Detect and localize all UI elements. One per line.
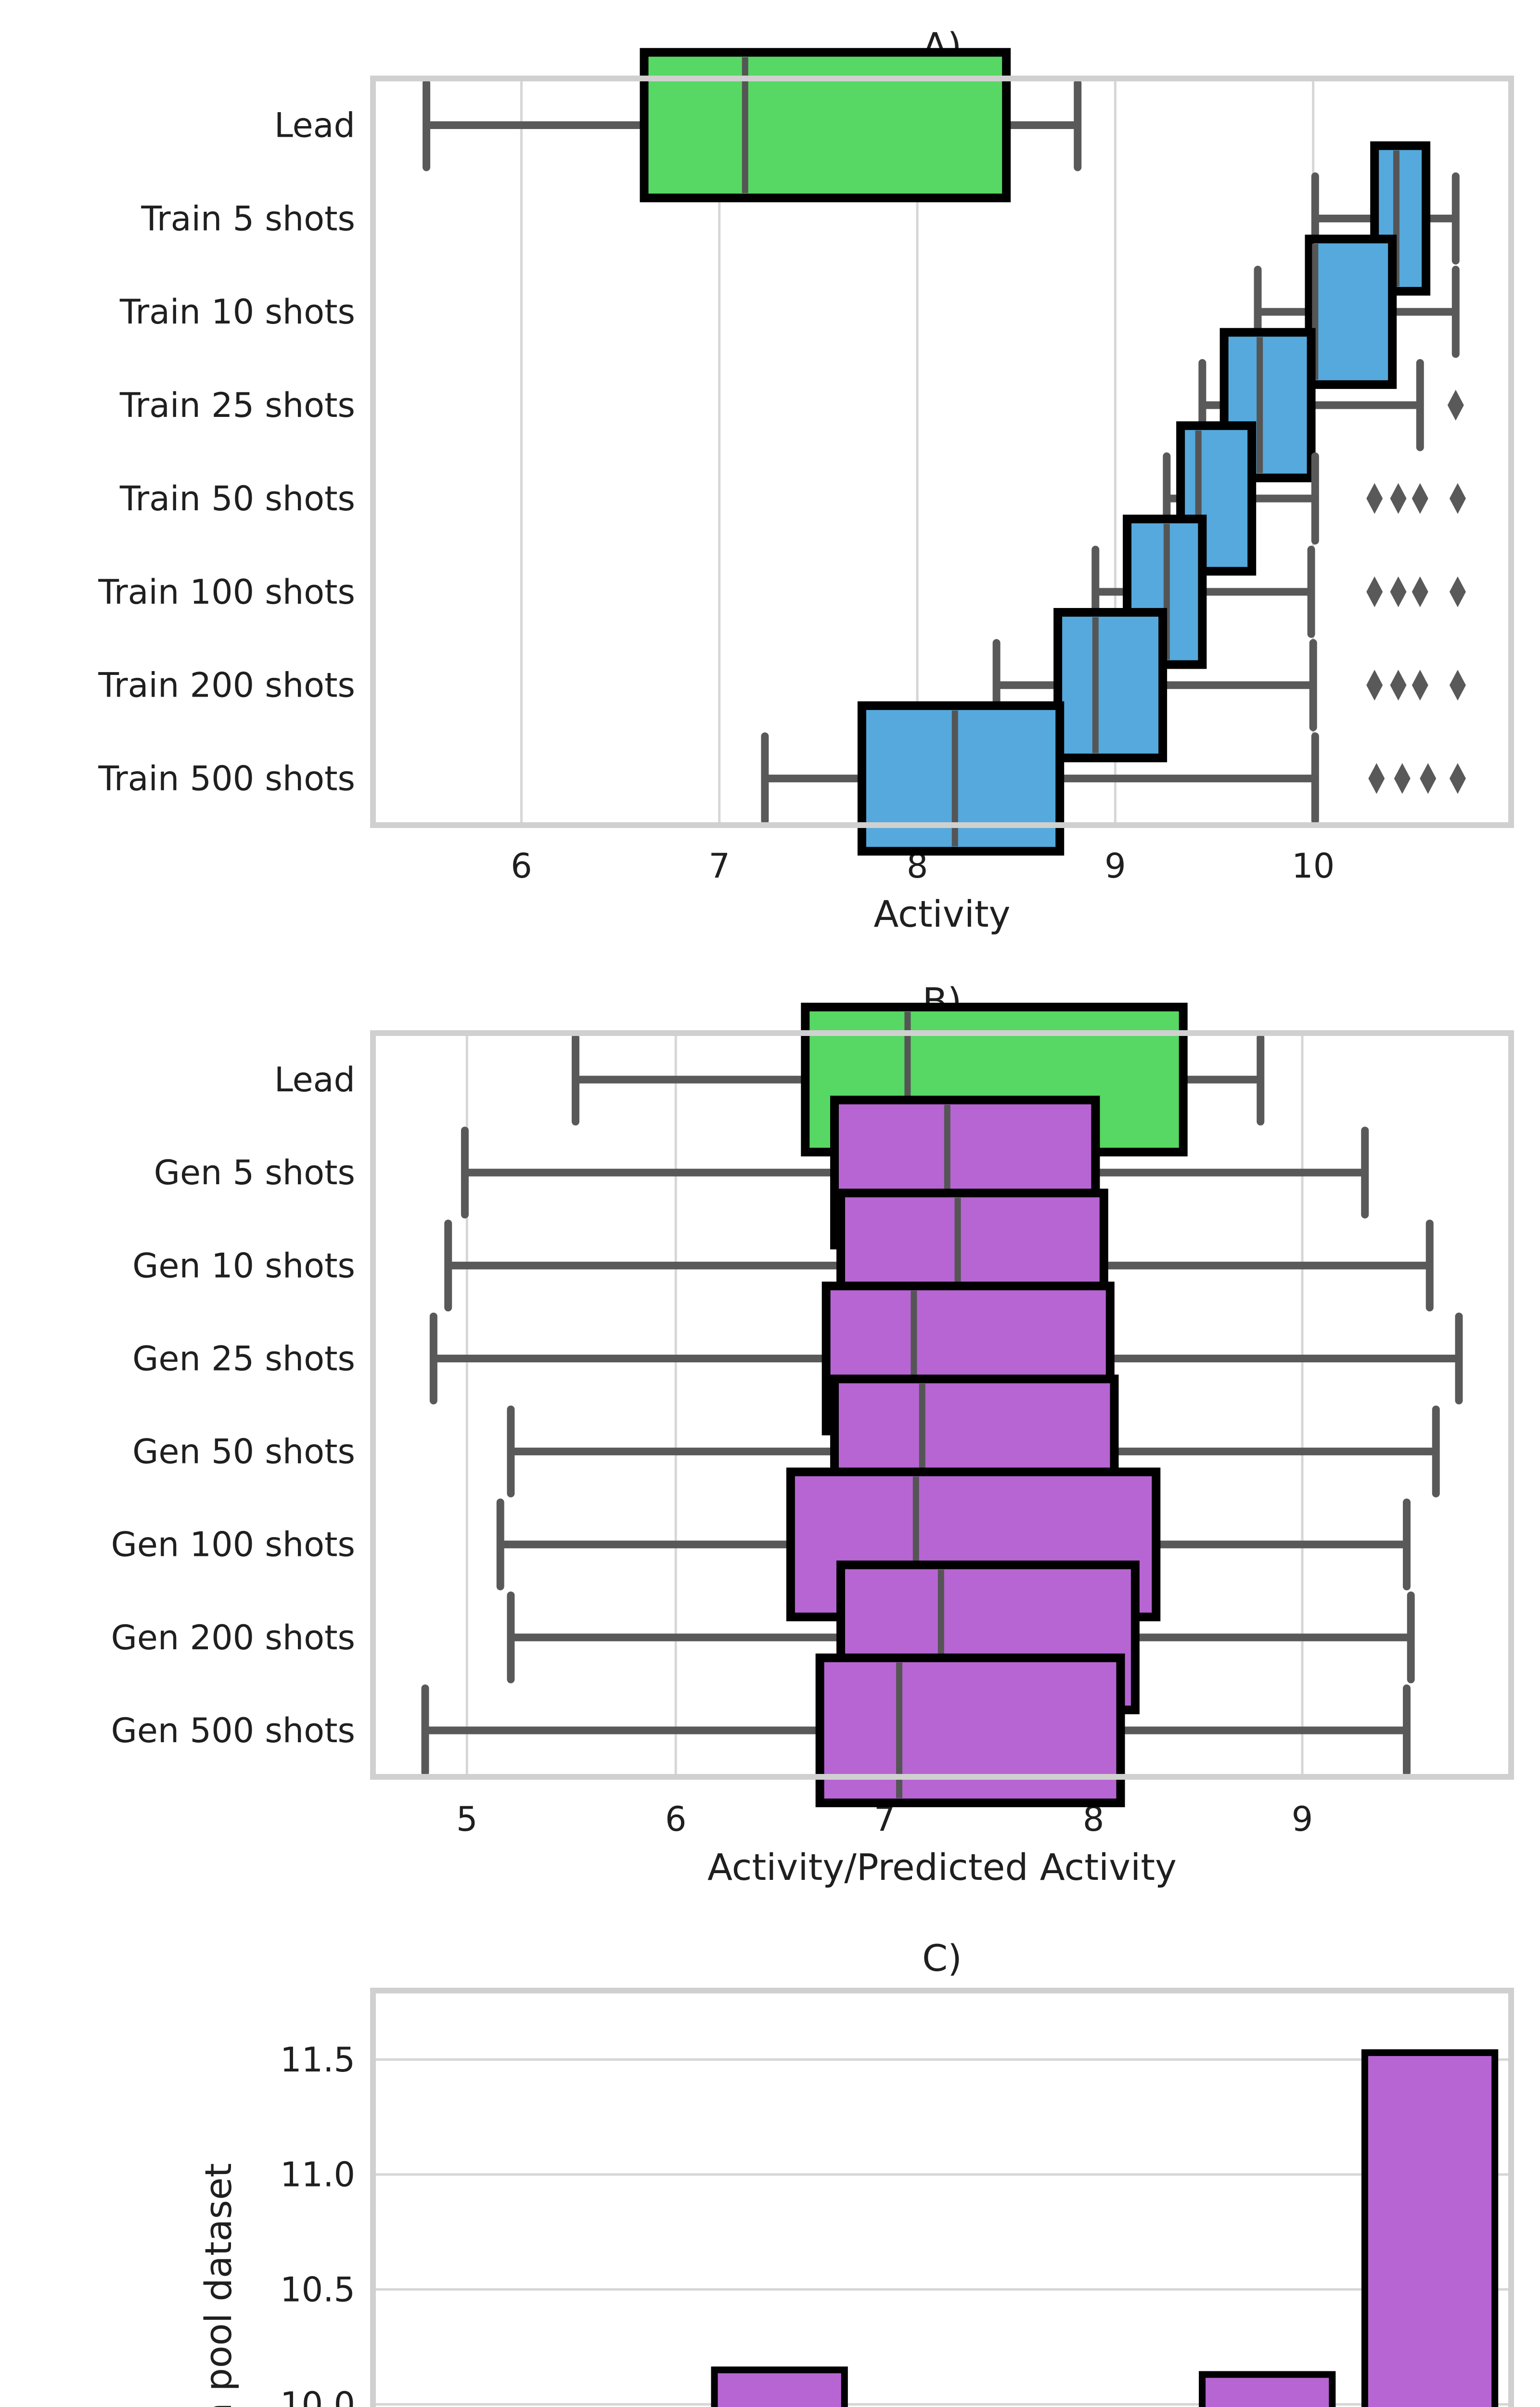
y-category-label: Gen 200 shots [111, 1618, 355, 1657]
x-tick-label: 10 [1292, 846, 1335, 886]
y-category-label: Train 10 shots [119, 292, 355, 332]
box-train-10-shots [1305, 234, 1397, 389]
boxplot-row-gen-50-shots: Gen 50 shots [132, 1374, 1440, 1528]
boxplot-row-train-200-shots: Train 200 shots [98, 608, 1466, 763]
y-category-label: Train 50 shots [119, 479, 355, 518]
y-category-label: Train 25 shots [119, 386, 355, 425]
y-tick-label: 10.0 [280, 2385, 355, 2407]
y-axis-label: FCD from pool dataset [197, 2163, 240, 2407]
outlier-diamond-icon [1447, 389, 1464, 421]
box-gen-500-shots [815, 1653, 1125, 1808]
boxplot-row-train-100-shots: Train 100 shots [98, 515, 1466, 669]
outlier-diamond-icon [1412, 483, 1428, 514]
x-tick-label: 6 [665, 1799, 687, 1839]
x-tick-label: 5 [456, 1799, 478, 1839]
boxplot-row-train-10-shots: Train 10 shots [119, 234, 1460, 389]
box-train-50-shots [1176, 421, 1257, 576]
y-tick-label: 10.5 [280, 2270, 355, 2309]
outlier-diamond-icon [1366, 576, 1383, 608]
x-tick-label: 6 [511, 846, 532, 886]
boxplot-row-gen-200-shots: Gen 200 shots [111, 1560, 1415, 1714]
outlier-diamond-icon [1390, 576, 1407, 608]
y-category-label: Gen 25 shots [132, 1339, 355, 1378]
y-category-label: Gen 5 shots [154, 1153, 355, 1192]
plot-border [370, 1030, 1514, 1780]
outlier-diamond-icon [1366, 670, 1383, 701]
outlier-diamond-icon [1449, 670, 1466, 701]
plot-border [370, 76, 1514, 828]
y-category-label: Lead [274, 1060, 355, 1100]
outlier-diamond-icon [1449, 576, 1466, 608]
y-category-label: Gen 100 shots [111, 1525, 355, 1565]
plot-border [370, 1988, 1514, 2407]
outlier-diamond-icon [1449, 763, 1466, 794]
outlier-diamond-icon [1420, 763, 1437, 794]
x-tick-label: 9 [1104, 846, 1126, 886]
box-lead [640, 48, 1011, 203]
box-train-500-shots [857, 701, 1065, 856]
y-category-label: Train 200 shots [98, 666, 355, 705]
bar-200 [1199, 2371, 1336, 2407]
panel-b-boxplot: 5 6 7 8 9B)Activity/Predicted ActivityLeadGe… [111, 980, 1514, 1889]
x-tick-label: 9 [1292, 1799, 1313, 1839]
y-category-label: Lead [274, 105, 355, 145]
panel-title: C) [922, 1937, 962, 1980]
outlier-diamond-icon [1394, 763, 1411, 794]
y-category-label: Train 100 shots [98, 572, 355, 612]
y-tick-label: 11.5 [280, 2040, 355, 2080]
boxplot-row-lead: Lead [274, 1002, 1265, 1157]
boxplot-row-gen-10-shots: Gen 10 shots [132, 1189, 1434, 1343]
outlier-diamond-icon [1390, 483, 1407, 514]
y-category-label: Gen 500 shots [111, 1711, 355, 1750]
boxplot-row-lead: Lead [274, 48, 1082, 203]
boxplot-row-train-50-shots: Train 50 shots [119, 421, 1466, 576]
boxplot-row-train-500-shots: Train 500 shots [98, 701, 1466, 856]
outlier-diamond-icon [1366, 483, 1383, 514]
y-tick-label: 11.0 [280, 2155, 355, 2195]
y-category-label: Gen 50 shots [132, 1432, 355, 1472]
outlier-diamond-icon [1368, 763, 1385, 794]
x-axis-label: Activity/Predicted Activity [707, 1846, 1177, 1889]
x-tick-label: 7 [709, 846, 731, 886]
bar-25 [711, 2366, 848, 2407]
x-axis-label: Activity [873, 893, 1010, 935]
boxplot-row-gen-500-shots: Gen 500 shots [111, 1653, 1411, 1808]
outlier-diamond-icon [1412, 576, 1428, 608]
panel-c-barchart: 9.09.510.010.511.011.5C)Number of shotsF… [197, 1937, 1514, 2407]
outlier-diamond-icon [1412, 670, 1428, 701]
boxplot-row-gen-25-shots: Gen 25 shots [132, 1281, 1463, 1436]
y-category-label: Gen 10 shots [132, 1246, 355, 1285]
boxplot-row-train-25-shots: Train 25 shots [119, 328, 1464, 482]
outlier-diamond-icon [1390, 670, 1407, 701]
outlier-diamond-icon [1449, 483, 1466, 514]
y-category-label: Train 500 shots [98, 759, 355, 799]
boxplot-row-gen-100-shots: Gen 100 shots [111, 1467, 1411, 1621]
box-train-5-shots [1370, 141, 1431, 296]
y-category-label: Train 5 shots [141, 199, 355, 238]
bar-500 [1361, 2049, 1499, 2407]
box-train-200-shots [1053, 608, 1168, 763]
boxplot-row-gen-5-shots: Gen 5 shots [154, 1096, 1369, 1250]
